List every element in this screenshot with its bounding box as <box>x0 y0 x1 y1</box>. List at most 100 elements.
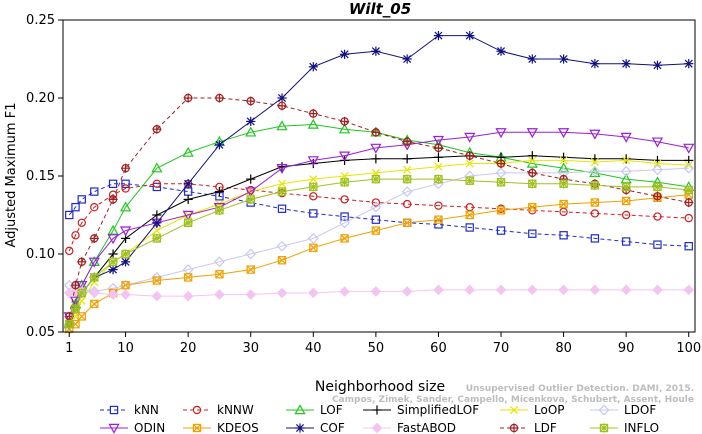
point-lof <box>307 118 319 129</box>
point-fastabod <box>245 289 257 300</box>
point-knn <box>684 242 693 251</box>
legend-item-cof: COF <box>286 421 345 434</box>
point-knn <box>434 220 443 229</box>
point-knnw <box>402 199 412 209</box>
point-fastabod <box>214 289 225 300</box>
point-odin <box>107 234 119 245</box>
legend-item-ldf: LDF <box>500 421 557 434</box>
point-kdeos <box>590 198 600 207</box>
point-inflo <box>183 218 193 228</box>
point-knnw <box>371 198 381 207</box>
point-ldf <box>684 197 694 208</box>
point-ldof <box>213 256 225 268</box>
point-knn <box>309 209 318 218</box>
x-tick-label: 70 <box>493 341 510 356</box>
y-tick-label: 0.20 <box>26 91 55 106</box>
point-loop <box>622 156 631 165</box>
point-inflo <box>77 288 87 298</box>
point-kdeos <box>340 234 349 243</box>
x-tick-label: 60 <box>430 341 447 356</box>
watermark-line-2: Campos, Zimek, Sander, Campello, Micenko… <box>332 395 694 405</box>
point-odin <box>245 187 257 198</box>
point-inflo <box>558 179 569 189</box>
point-loop <box>434 162 443 171</box>
legend-label-cof: COF <box>320 421 345 434</box>
legend-item-lof: LOF <box>286 403 343 417</box>
series-fastabod <box>63 284 695 302</box>
legend-item-simplifiedlof: SimplifiedLOF <box>363 403 479 417</box>
legend-marker-knn <box>109 405 119 415</box>
x-tick-label: 30 <box>242 341 259 356</box>
point-cof <box>433 31 444 41</box>
legend-item-ldof: LDOF <box>590 403 656 417</box>
point-ldf <box>214 93 225 103</box>
point-simplifiedlof <box>621 154 631 164</box>
legend-marker-lof <box>294 404 306 415</box>
plot-area <box>63 31 695 334</box>
point-inflo <box>339 177 350 187</box>
x-axis-label: Neighborhood size <box>315 379 445 395</box>
point-ldf <box>70 280 81 290</box>
point-inflo <box>277 187 287 197</box>
point-ldof <box>151 271 163 283</box>
point-inflo <box>590 180 600 190</box>
point-simplifiedlof <box>527 151 537 161</box>
point-lof <box>276 120 288 131</box>
legend-marker-fastabod <box>371 422 383 434</box>
point-loop <box>528 156 537 165</box>
series-line-cof <box>68 35 689 325</box>
point-ldof <box>652 164 663 176</box>
point-kdeos <box>528 203 537 212</box>
point-inflo <box>465 176 475 186</box>
point-fastabod <box>683 284 695 296</box>
point-cof <box>152 218 162 228</box>
legend-label-simplifiedlof: SimplifiedLOF <box>397 403 479 417</box>
series-odin <box>63 128 695 323</box>
point-cof <box>214 140 225 150</box>
point-ldf <box>527 168 537 178</box>
point-simplifiedlof <box>214 187 225 197</box>
point-odin <box>620 132 632 143</box>
point-cof <box>246 116 256 126</box>
point-ldof <box>307 232 319 244</box>
point-kdeos <box>246 265 255 274</box>
legend-marker-ldof <box>598 404 610 416</box>
point-kdeos <box>121 281 130 290</box>
series-ldf <box>64 93 694 321</box>
point-ldf <box>89 233 99 243</box>
point-inflo <box>527 179 537 189</box>
point-odin <box>464 132 476 143</box>
point-knn <box>121 179 130 188</box>
point-inflo <box>402 174 412 184</box>
point-inflo <box>684 185 694 195</box>
point-knnw <box>71 231 80 240</box>
point-lof <box>338 123 351 134</box>
point-fastabod <box>495 284 507 296</box>
x-tick-label: 100 <box>676 341 701 356</box>
point-knnw <box>653 212 662 221</box>
point-loop <box>403 165 412 174</box>
legend-marker-knnw <box>192 405 202 415</box>
point-ldof <box>370 201 382 213</box>
point-loop <box>684 161 693 170</box>
point-ldf <box>152 124 162 134</box>
legend-label-inflo: INFLO <box>624 421 659 434</box>
point-knnw <box>309 192 318 201</box>
legend-item-kdeos: KDEOS <box>183 421 259 434</box>
point-kdeos <box>215 270 224 279</box>
point-inflo <box>120 249 131 259</box>
point-knn <box>653 240 662 249</box>
point-knnw <box>121 184 130 193</box>
point-odin <box>651 137 664 148</box>
point-fastabod <box>433 284 444 296</box>
point-kdeos <box>559 199 568 209</box>
watermark-line-1: Unsupervised Outlier Detection. DAMI, 20… <box>466 384 694 394</box>
point-knn <box>465 223 474 232</box>
series-line-ldf <box>68 97 689 317</box>
point-cof <box>621 59 631 69</box>
point-knn <box>371 215 381 224</box>
point-cof <box>277 93 287 103</box>
point-knnw <box>590 209 600 218</box>
point-cof <box>339 49 350 59</box>
